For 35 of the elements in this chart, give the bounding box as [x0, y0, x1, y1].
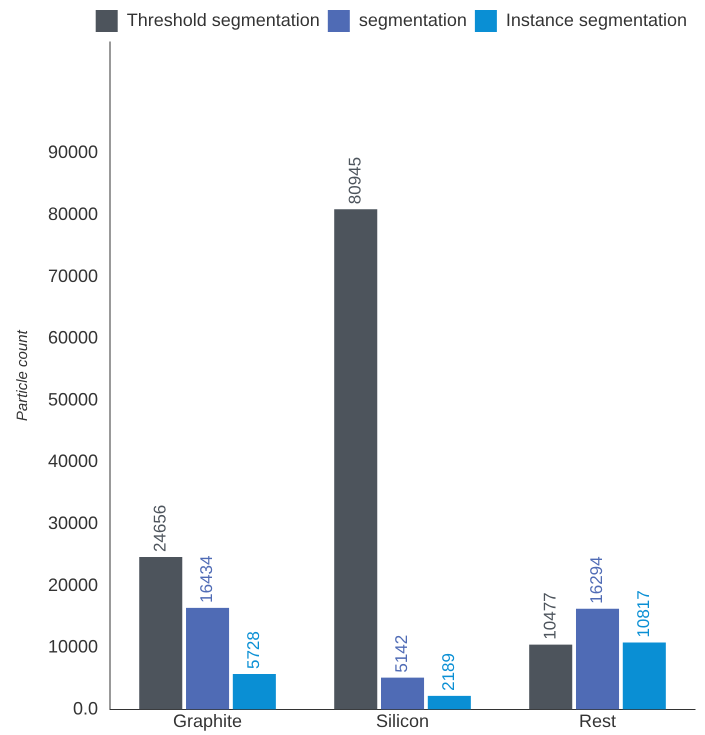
- legend-label: segmentation: [358, 10, 467, 30]
- bar: [334, 209, 378, 710]
- bar: [529, 644, 572, 710]
- y-tick-label: 10000: [48, 636, 98, 657]
- data-label: 80945: [345, 156, 364, 204]
- legend-label: Instance segmentation: [506, 10, 688, 30]
- data-label: 5728: [244, 631, 264, 670]
- data-label: 10477: [540, 592, 560, 640]
- x-tick-label: Silicon: [376, 711, 430, 732]
- bar: [622, 642, 666, 710]
- data-label: 24656: [150, 504, 170, 552]
- data-label: 16294: [587, 556, 606, 604]
- y-axis-title: Particle count: [14, 329, 32, 422]
- y-tick-label: 50000: [48, 389, 98, 410]
- legend-label: Threshold segmentation: [126, 10, 320, 30]
- data-label: 2189: [439, 653, 458, 691]
- data-label: 10817: [634, 590, 653, 638]
- bar: [232, 674, 276, 710]
- bar: [139, 557, 182, 710]
- bar: [576, 608, 620, 710]
- data-label: 16434: [197, 556, 216, 603]
- y-tick-label: 90000: [48, 142, 98, 162]
- y-tick-label: 30000: [48, 512, 98, 533]
- y-tick-label: 70000: [48, 266, 98, 286]
- y-tick-label: 60000: [48, 328, 98, 348]
- y-tick-label: 80000: [48, 204, 98, 224]
- bar: [428, 696, 471, 710]
- x-tick-label: Graphite: [173, 711, 242, 732]
- bar: [381, 678, 424, 710]
- x-tick-label: Rest: [579, 711, 616, 732]
- y-tick-label: 20000: [48, 574, 98, 595]
- bar: [186, 608, 230, 710]
- data-label: 5142: [392, 634, 412, 673]
- y-tick-label: 40000: [48, 451, 98, 472]
- y-tick-label: 0.0: [73, 698, 98, 718]
